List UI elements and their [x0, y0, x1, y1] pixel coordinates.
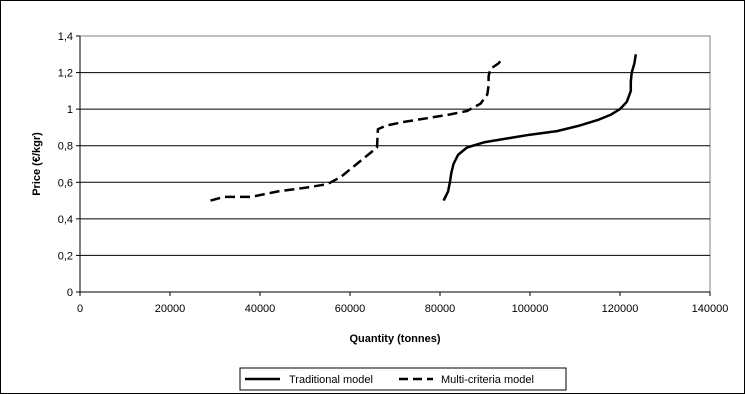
x-tick-label: 80000	[425, 303, 456, 315]
x-tick-label: 60000	[335, 303, 366, 315]
x-tick-label: 100000	[512, 303, 549, 315]
gridlines	[80, 72, 710, 256]
y-tick-label: 1,2	[58, 68, 73, 80]
y-tick-label: 0,4	[58, 214, 73, 226]
plot-area	[79, 35, 711, 293]
y-tick-label: 0,8	[58, 141, 73, 153]
axes	[79, 36, 710, 293]
x-tick-label: 120000	[602, 303, 639, 315]
series-lines	[210, 54, 638, 202]
x-tick-label: 20000	[155, 303, 186, 315]
y-tick-label: 0	[67, 287, 73, 299]
y-tick-label: 1	[67, 104, 73, 116]
y-tick-label: 0,6	[58, 177, 73, 189]
x-axis-ticks: 0 20000 40000 60000 80000 100000 120000 140000	[77, 292, 728, 315]
y-tick-label: 0,2	[58, 250, 73, 262]
legend: Traditional model Multi-criteria model	[239, 367, 567, 391]
series-line-traditional	[442, 54, 638, 202]
legend-label-traditional: Traditional model	[289, 374, 373, 386]
x-tick-label: 0	[77, 303, 83, 315]
y-tick-label: 1,4	[58, 31, 73, 43]
y-axis-ticks: 0 0,2 0,4 0,6 0,8 1 1,2 1,4	[58, 31, 80, 299]
x-tick-label: 140000	[692, 303, 729, 315]
x-tick-label: 40000	[245, 303, 276, 315]
legend-label-multicriteria: Multi-criteria model	[441, 374, 534, 386]
x-axis-title: Quantity (tonnes)	[349, 333, 440, 345]
y-axis-title: Price (€/kgr)	[31, 132, 43, 196]
